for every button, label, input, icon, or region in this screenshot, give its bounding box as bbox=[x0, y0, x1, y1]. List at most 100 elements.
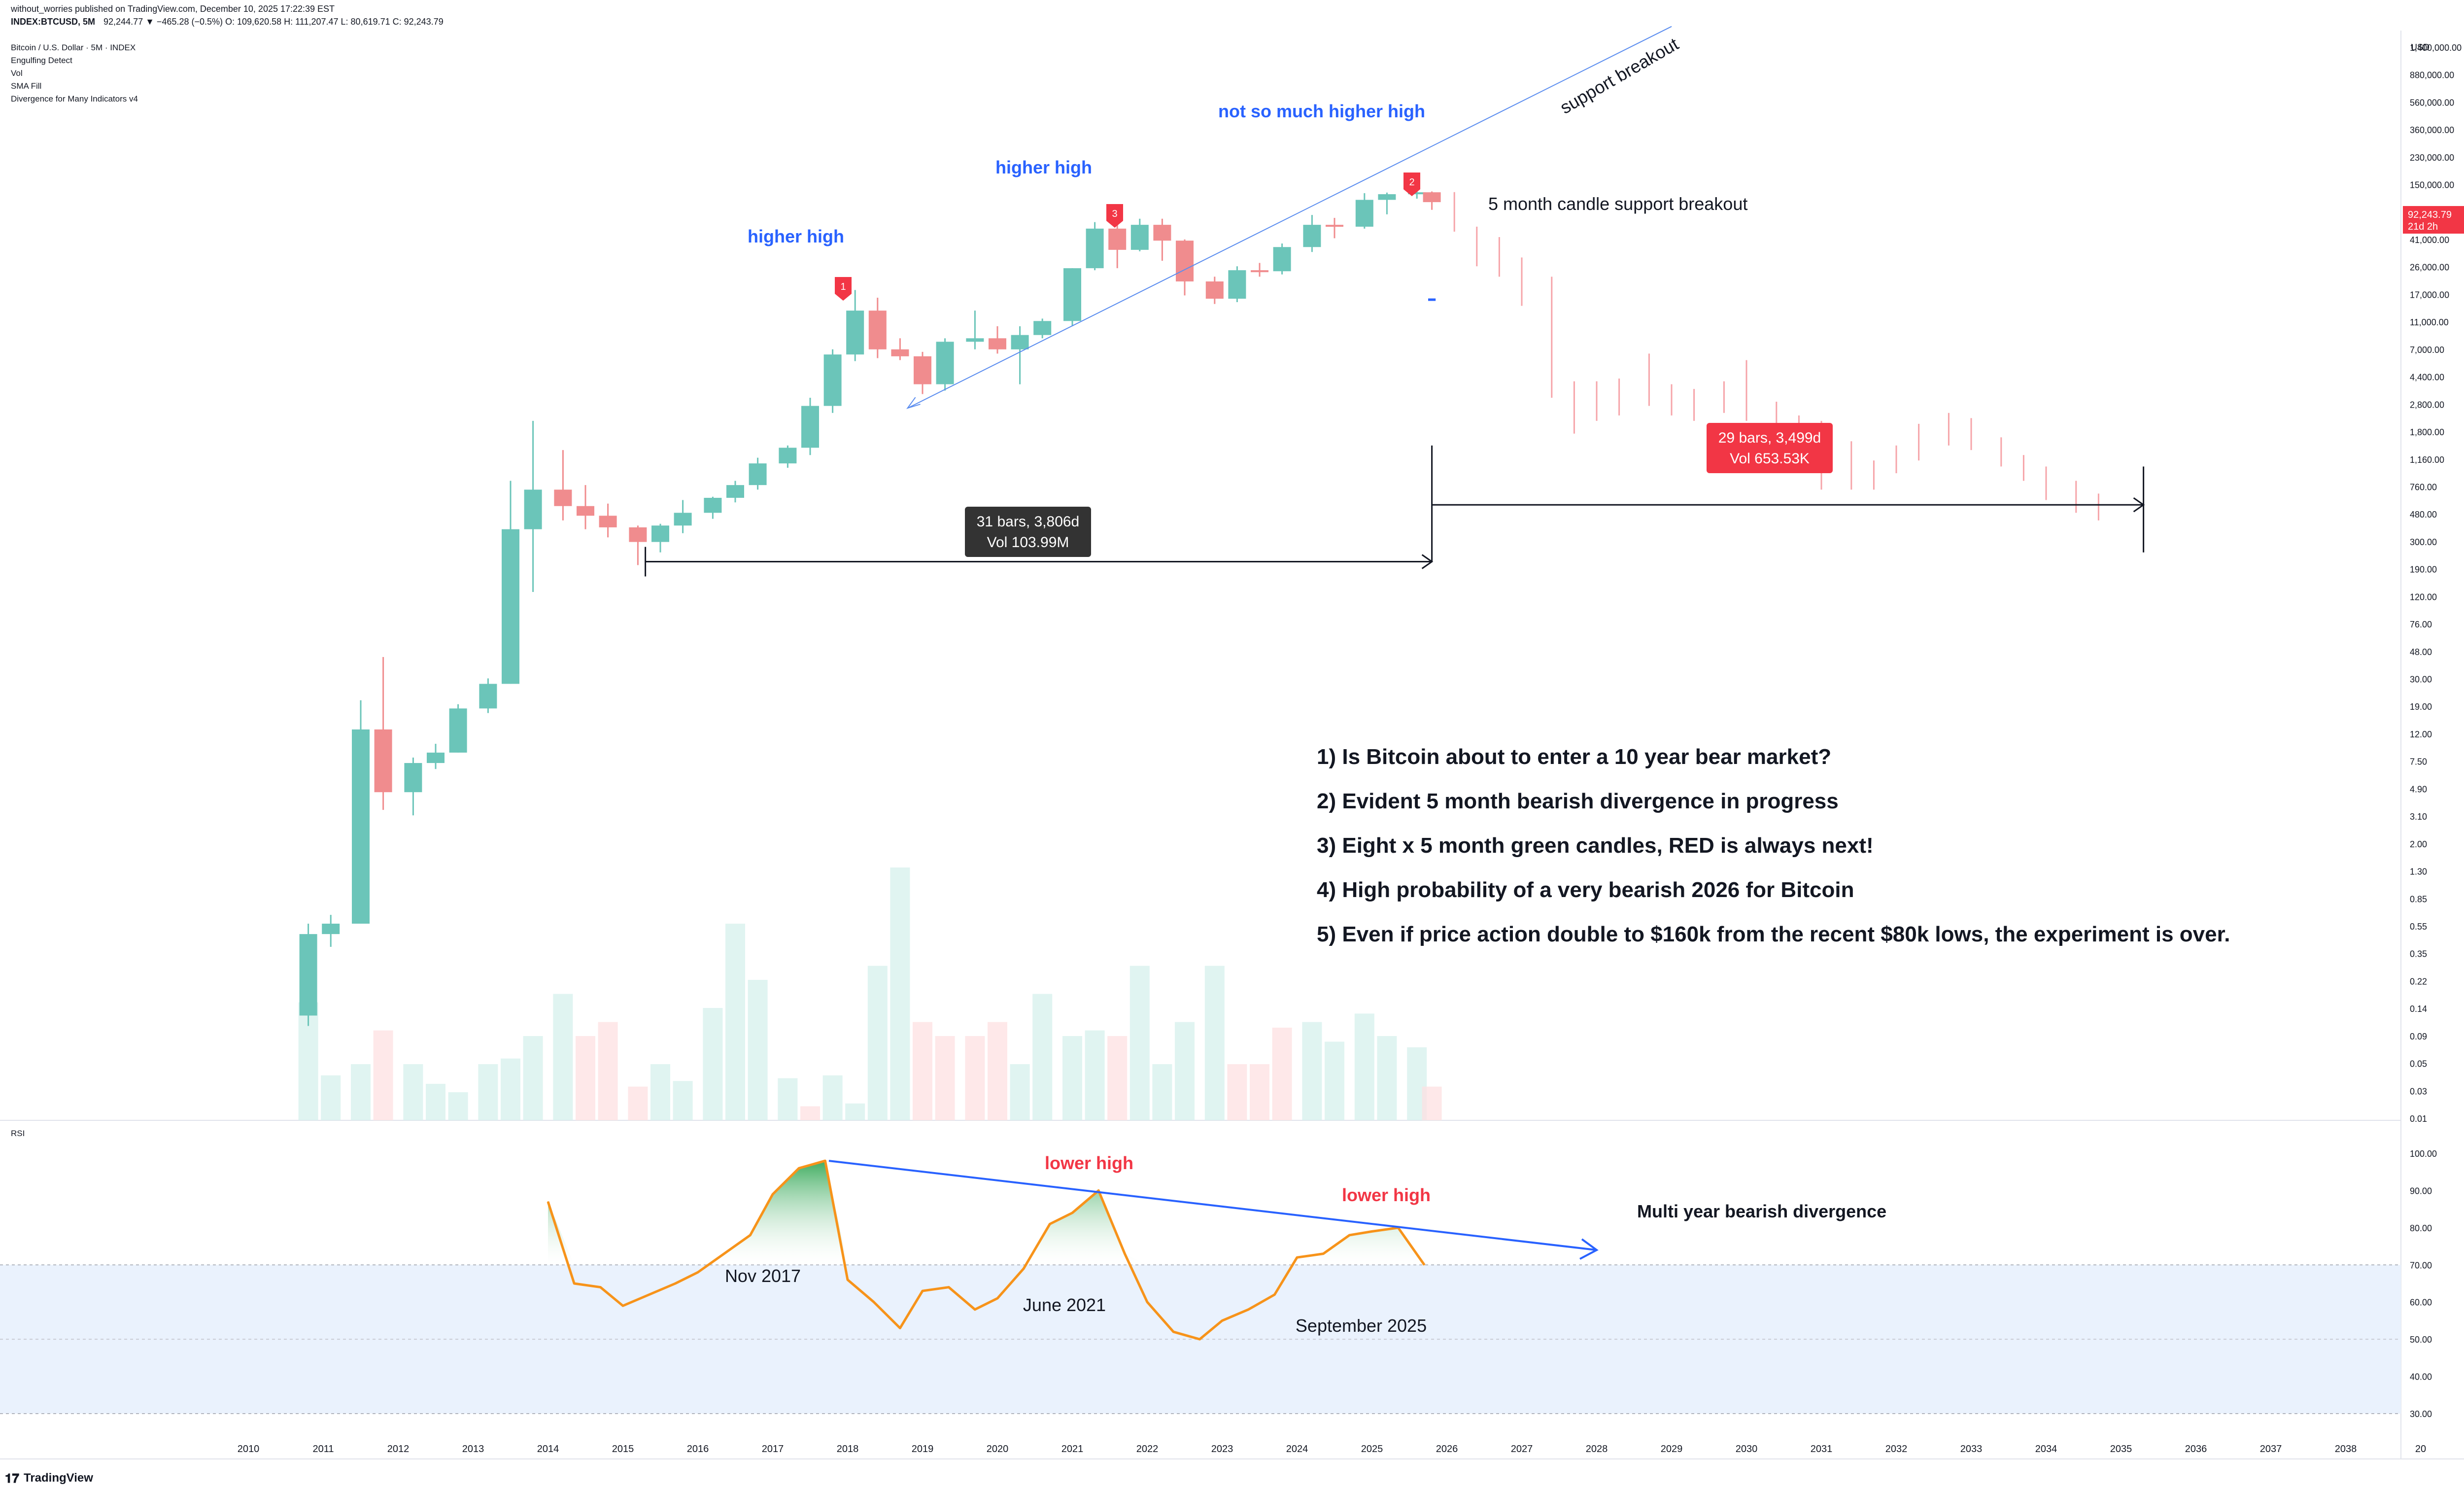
rsi-point bbox=[723, 1253, 725, 1254]
measure-2-line-2: Vol 653.53K bbox=[1730, 450, 1810, 467]
engulfing-marker-2: 2 bbox=[1403, 173, 1420, 196]
rsi-point bbox=[1323, 1253, 1324, 1254]
time-axis-label: 2024 bbox=[1286, 1444, 1308, 1455]
time-axis-label: 2028 bbox=[1586, 1444, 1608, 1455]
rsi-axis-label: 90.00 bbox=[2410, 1186, 2432, 1196]
volume-bar bbox=[822, 1075, 843, 1120]
time-axis-label: 2037 bbox=[2260, 1444, 2282, 1455]
rsi-axis-label: 30.00 bbox=[2410, 1409, 2432, 1419]
price-axis-label: 11,000.00 bbox=[2410, 317, 2449, 327]
volume-bar bbox=[448, 1092, 468, 1120]
volume-bar bbox=[778, 1078, 798, 1120]
currency-label: USD bbox=[2411, 42, 2430, 52]
annotation-lower-high-2: lower high bbox=[1342, 1185, 1431, 1205]
price-axis-label: 300.00 bbox=[2410, 537, 2437, 547]
time-axis-label: 2025 bbox=[1361, 1444, 1383, 1455]
price-axis-label: 0.85 bbox=[2410, 894, 2427, 904]
price-axis-label: 4.90 bbox=[2410, 784, 2427, 794]
time-axis-label: 2030 bbox=[1736, 1444, 1758, 1455]
time-axis-label: 2031 bbox=[1811, 1444, 1833, 1455]
volume-bar bbox=[1250, 1064, 1269, 1120]
rsi-title: RSI bbox=[11, 1129, 25, 1138]
support-trend-arrow bbox=[906, 397, 921, 409]
candle-body bbox=[749, 463, 767, 485]
volume-bar bbox=[553, 994, 573, 1120]
rsi-axis-label: 80.00 bbox=[2410, 1223, 2432, 1233]
volume-bar bbox=[1354, 1013, 1374, 1120]
price-axis-label: 41,000.00 bbox=[2410, 235, 2449, 245]
note-5: 5) Even if price action double to $160k … bbox=[1317, 922, 2230, 946]
candle-body bbox=[1153, 225, 1171, 241]
annotation-candle-support: 5 month candle support breakout bbox=[1488, 194, 1747, 214]
volume-bar bbox=[1272, 1027, 1292, 1120]
rsi-point bbox=[1124, 1253, 1126, 1254]
projection-layer bbox=[1453, 192, 2099, 520]
candle-body bbox=[1033, 321, 1052, 335]
divergence-arrow-head bbox=[1579, 1238, 1599, 1260]
price-axis-label: 0.05 bbox=[2410, 1059, 2427, 1069]
rsi-point bbox=[1147, 1301, 1148, 1303]
candle-body bbox=[914, 356, 931, 384]
time-axis-label: 2029 bbox=[1661, 1444, 1683, 1455]
candle-body bbox=[1176, 241, 1194, 281]
candle-body bbox=[989, 338, 1006, 349]
rsi-point bbox=[574, 1283, 575, 1284]
candle-body bbox=[299, 934, 317, 1016]
symbol-line: INDEX:BTCUSD, 5M 92,244.77 ▼ −465.28 (−0… bbox=[11, 17, 444, 27]
volume-bar bbox=[800, 1106, 820, 1120]
time-axis-label: 2033 bbox=[1960, 1444, 1983, 1455]
time-axis-label: 2011 bbox=[312, 1444, 334, 1455]
time-axis-label: 20 bbox=[2415, 1444, 2426, 1455]
marker-2-label: 2 bbox=[1409, 177, 1414, 188]
price-axis-label: 1.30 bbox=[2410, 867, 2427, 877]
candle-body bbox=[524, 489, 542, 529]
price-axis-label: 480.00 bbox=[2410, 510, 2437, 520]
rsi-point bbox=[622, 1305, 623, 1307]
measure-1-line-2: Vol 103.99M bbox=[987, 534, 1069, 551]
candle-body bbox=[651, 525, 669, 542]
rsi-point bbox=[974, 1309, 976, 1310]
rsi-point bbox=[1023, 1268, 1025, 1269]
volume-bar bbox=[628, 1086, 648, 1120]
candles-layer bbox=[299, 184, 1441, 1026]
candle-body bbox=[1378, 194, 1396, 200]
rsi-point bbox=[948, 1286, 950, 1288]
quote-values: 92,244.77 ▼ −465.28 (−0.5%) O: 109,620.5… bbox=[103, 17, 444, 27]
volume-bar bbox=[965, 1036, 985, 1120]
rsi-point bbox=[1371, 1231, 1372, 1232]
volume-bar bbox=[1377, 1036, 1397, 1120]
indicator-sma-fill: SMA Fill bbox=[11, 81, 41, 91]
time-axis-label: 2015 bbox=[612, 1444, 634, 1455]
time-axis-label: 2023 bbox=[1211, 1444, 1233, 1455]
candle-body bbox=[868, 311, 887, 349]
candle-body bbox=[801, 406, 819, 448]
candle-body bbox=[1108, 228, 1127, 250]
volume-bar bbox=[673, 1081, 693, 1120]
price-axis-label: 0.03 bbox=[2410, 1086, 2427, 1096]
price-axis-label: 360,000.00 bbox=[2410, 125, 2454, 135]
price-axis-label: 19.00 bbox=[2410, 702, 2432, 712]
candle-body bbox=[322, 923, 340, 935]
legend-title: Bitcoin / U.S. Dollar · 5M · INDEX bbox=[11, 43, 136, 52]
price-axis-label: 7.50 bbox=[2410, 757, 2427, 767]
volume-bar bbox=[478, 1064, 498, 1120]
volume-bar bbox=[501, 1058, 520, 1120]
price-axis-label: 880,000.00 bbox=[2410, 70, 2454, 80]
candle-body bbox=[427, 752, 445, 763]
volume-bar bbox=[935, 1036, 955, 1120]
candle-body bbox=[936, 342, 954, 384]
annotation-lower-high-1: lower high bbox=[1045, 1153, 1133, 1173]
candle-body bbox=[1063, 268, 1081, 321]
rsi-point bbox=[772, 1193, 773, 1195]
footer-brand: TradingView bbox=[24, 1471, 93, 1485]
annotation-not-so-much: not so much higher high bbox=[1218, 101, 1425, 121]
current-price: 92,243.79 bbox=[2408, 209, 2452, 220]
volume-bar bbox=[351, 1064, 371, 1120]
time-axis-label: 2026 bbox=[1436, 1444, 1458, 1455]
volume-bar bbox=[1175, 1022, 1195, 1120]
candle-body bbox=[726, 485, 744, 498]
volume-bar bbox=[703, 1008, 723, 1120]
price-axis-label: 0.35 bbox=[2410, 949, 2427, 959]
current-countdown: 21d 2h bbox=[2408, 221, 2438, 232]
price-axis-label: 3.10 bbox=[2410, 812, 2427, 822]
